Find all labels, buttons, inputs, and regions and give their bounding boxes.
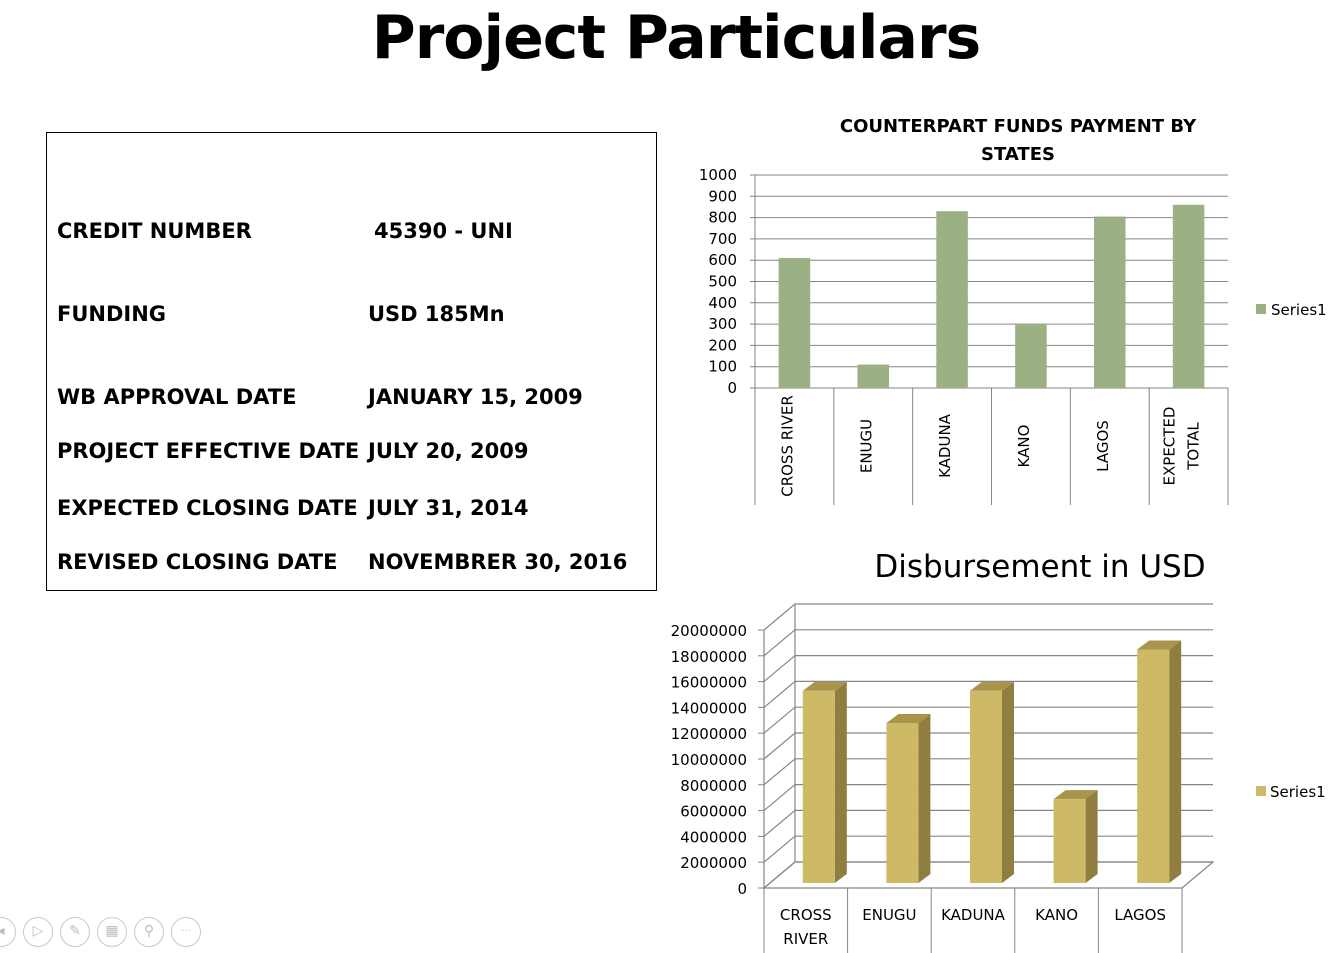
info-row-expected-closing-date: EXPECTED CLOSING DATE JULY 31, 2014 — [57, 496, 647, 526]
info-value: NOVEMBRER 30, 2016 — [368, 550, 628, 574]
slides-icon[interactable]: ▦ — [97, 917, 127, 947]
x-tick-label: ENUGU — [862, 906, 916, 924]
x-tick-label: KANO — [1035, 906, 1078, 924]
info-row-wb-approval-date: WB APPROVAL DATE JANUARY 15, 2009 — [57, 385, 647, 415]
bar-top — [1137, 640, 1182, 650]
bar-side — [834, 681, 847, 883]
x-tick-label: EXPECTED — [1161, 407, 1179, 486]
x-tick-label: CROSS — [780, 906, 832, 924]
y-tick-label: 2000000 — [680, 854, 747, 872]
bar — [778, 258, 811, 388]
y-tick-label: 1000 — [699, 166, 737, 184]
legend-swatch — [1256, 786, 1266, 796]
y-tick-label: 18000000 — [671, 648, 747, 666]
y-tick-label: 0 — [737, 880, 747, 898]
x-tick-label: KANO — [1015, 425, 1033, 468]
x-tick-label: KADUNA — [936, 413, 954, 478]
info-row-revised-closing-date: REVISED CLOSING DATE NOVEMBRER 30, 2016 — [57, 550, 647, 580]
info-value: JULY 20, 2009 — [368, 439, 529, 463]
bar-top — [886, 714, 931, 724]
bar — [886, 723, 919, 883]
x-tick-label: RIVER — [783, 930, 828, 948]
y-tick-label: 0 — [727, 379, 737, 397]
more-icon[interactable]: ··· — [171, 917, 201, 947]
bar — [1093, 216, 1126, 388]
y-tick-label: 4000000 — [680, 828, 747, 846]
y-tick-label: 700 — [708, 230, 737, 248]
info-value: 45390 - UNI — [374, 219, 513, 243]
bar-top — [970, 681, 1014, 691]
info-row-funding: FUNDING USD 185Mn — [57, 302, 647, 332]
floor — [762, 861, 1215, 889]
info-row-project-effective-date: PROJECT EFFECTIVE DATE JULY 20, 2009 — [57, 439, 647, 469]
y-tick-label: 500 — [708, 273, 737, 291]
bar — [936, 211, 968, 388]
zoom-icon[interactable]: ⚲ — [134, 917, 164, 947]
x-tick-label: ENUGU — [857, 419, 875, 473]
bar — [857, 364, 890, 388]
bar — [1137, 649, 1170, 883]
x-tick-label: KADUNA — [941, 906, 1006, 924]
info-label: EXPECTED CLOSING DATE — [57, 496, 358, 520]
bar-side — [1002, 681, 1014, 883]
chart-title: COUNTERPART FUNDS PAYMENT BY — [840, 116, 1197, 137]
info-label: WB APPROVAL DATE — [57, 385, 297, 409]
bar — [1172, 204, 1205, 388]
gridline — [763, 603, 1213, 631]
chart-title: Disbursement in USD — [874, 549, 1205, 585]
pen-icon[interactable]: ✎ — [60, 917, 90, 947]
info-label: REVISED CLOSING DATE — [57, 550, 338, 574]
disbursement-chart: Disbursement in USD 0 2000000 4000000 600000… — [671, 549, 1326, 953]
x-tick-label: LAGOS — [1094, 420, 1112, 472]
y-tick-label: 20000000 — [671, 622, 747, 640]
info-value: JANUARY 15, 2009 — [368, 385, 583, 409]
info-row-credit-number: CREDIT NUMBER 45390 - UNI — [57, 219, 647, 249]
legend-label: Series1 — [1270, 783, 1326, 801]
y-tick-label: 14000000 — [671, 699, 747, 717]
y-tick-label: 8000000 — [680, 777, 747, 795]
chart-title: STATES — [981, 144, 1055, 165]
previous-icon[interactable]: ◂ — [0, 917, 16, 947]
bar — [1053, 799, 1086, 883]
y-tick-label: 800 — [708, 209, 737, 227]
y-tick-label: 400 — [708, 294, 737, 312]
info-label: CREDIT NUMBER — [57, 219, 252, 243]
play-icon[interactable]: ▷ — [23, 917, 53, 947]
project-info-box: CREDIT NUMBER 45390 - UNI FUNDING USD 18… — [46, 132, 657, 591]
y-tick-label: 200 — [708, 336, 737, 354]
bar-top — [802, 681, 847, 691]
y-tick-label: 300 — [708, 315, 737, 333]
x-tick-label: LAGOS — [1114, 906, 1166, 924]
bar-side — [918, 714, 931, 883]
info-label: FUNDING — [57, 302, 167, 326]
x-tick-label: CROSS RIVER — [778, 395, 796, 497]
info-label: PROJECT EFFECTIVE DATE — [57, 439, 360, 463]
x-tick-label: TOTAL — [1185, 422, 1203, 471]
bar-top — [1053, 790, 1098, 800]
info-value: USD 185Mn — [368, 302, 505, 326]
counterpart-funds-chart: COUNTERPART FUNDS PAYMENT BY STATES 0 100 20… — [699, 116, 1327, 505]
y-tick-label: 16000000 — [671, 674, 747, 692]
bar-side — [1169, 640, 1182, 883]
bar — [802, 690, 835, 883]
bar — [970, 690, 1002, 883]
y-tick-label: 600 — [708, 251, 737, 269]
bar-side — [1085, 790, 1098, 883]
y-tick-label: 10000000 — [671, 751, 747, 769]
y-tick-label: 12000000 — [671, 725, 747, 743]
info-value: JULY 31, 2014 — [368, 496, 529, 520]
y-tick-label: 900 — [708, 187, 737, 205]
legend-label: Series1 — [1271, 301, 1327, 319]
y-tick-label: 6000000 — [680, 803, 747, 821]
slide-title: Project Particulars — [371, 3, 982, 73]
bar — [1015, 324, 1047, 388]
y-tick-label: 100 — [708, 358, 737, 376]
legend-swatch — [1256, 304, 1266, 314]
